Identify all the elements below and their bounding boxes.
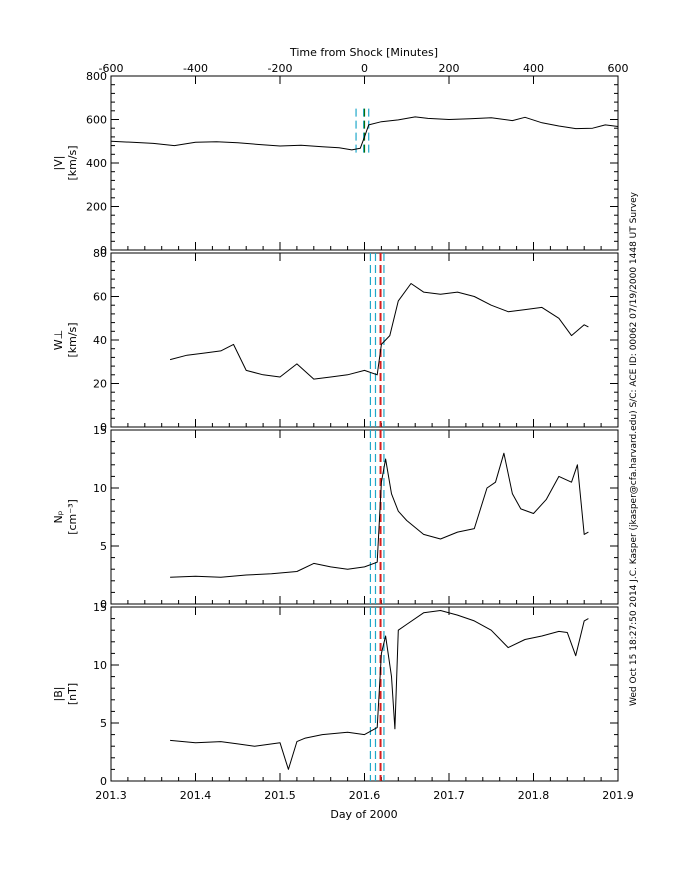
y-tick-label: 20 [93,378,107,391]
top-axis-title: Time from Shock [Minutes] [289,46,438,59]
side-annotation: Wed Oct 15 18:27:50 2014 J.C. Kasper (jk… [629,191,639,706]
bottom-x-tick-label: 201.9 [602,789,634,802]
y-tick-label: 5 [100,540,107,553]
data-trace [110,116,619,151]
y-tick-label: 15 [93,424,107,437]
panel-frame [110,429,619,605]
panel-magnetic-field: 0 5 10 15 |B| [nT] 201.3 201.4 201.5 201.6 201.7 20… [52,601,634,802]
panel-thermal-speed: 0 20 40 60 80 W⊥ [km/s] [52,247,619,434]
panel-density: 0 5 10 15 Nₚ [cm⁻³] [52,424,619,611]
y-tick-label: 80 [93,247,107,260]
top-x-tick-label: -200 [268,62,293,75]
y-axis-label: |B| [52,687,65,702]
y-tick-label: 40 [93,334,107,347]
panel-frame [110,606,619,782]
y-tick-label: 0 [100,421,107,434]
y-tick-label: 5 [100,717,107,730]
bottom-x-tick-label: 201.6 [349,789,381,802]
y-axis-label: |V| [52,156,65,171]
y-tick-label: 10 [93,482,107,495]
bottom-x-tick-label: 201.8 [518,789,550,802]
bottom-x-tick-label: 201.7 [433,789,465,802]
top-x-tick-label: -600 [99,62,124,75]
y-tick-label: 800 [86,70,107,83]
y-tick-label: 15 [93,601,107,614]
bottom-x-tick-label: 201.5 [264,789,296,802]
y-tick-label: 200 [86,201,107,214]
bottom-axis-title: Day of 2000 [330,808,397,821]
y-tick-label: 0 [100,244,107,257]
y-tick-label: 10 [93,659,107,672]
top-x-tick-label: -400 [183,62,208,75]
data-trace [170,452,589,578]
y-axis-label: W⊥ [52,330,65,350]
y-axis-unit: [nT] [66,683,79,705]
data-trace [169,283,589,380]
top-x-tick-label: 600 [608,62,629,75]
y-axis-unit: [km/s] [66,145,79,180]
bottom-x-tick-label: 201.4 [180,789,212,802]
bottom-x-tick-label: 201.3 [95,789,127,802]
top-x-tick-label: 200 [439,62,460,75]
panel-speed: 0 200 400 600 800 |V| [km/s] -600 -400 -200 0 200 40… [52,62,629,257]
panel-frame [110,75,619,251]
top-x-tick-label: 400 [523,62,544,75]
y-axis-unit: [km/s] [66,322,79,357]
y-axis-label: Nₚ [52,510,65,523]
y-tick-label: 600 [86,114,107,127]
data-trace [170,610,589,770]
y-tick-label: 0 [100,775,107,788]
panel-frame [110,252,619,428]
y-tick-label: 60 [93,291,107,304]
y-axis-unit: [cm⁻³] [66,499,79,535]
top-x-tick-label: 0 [361,62,368,75]
y-tick-label: 0 [100,598,107,611]
y-tick-label: 400 [86,157,107,170]
